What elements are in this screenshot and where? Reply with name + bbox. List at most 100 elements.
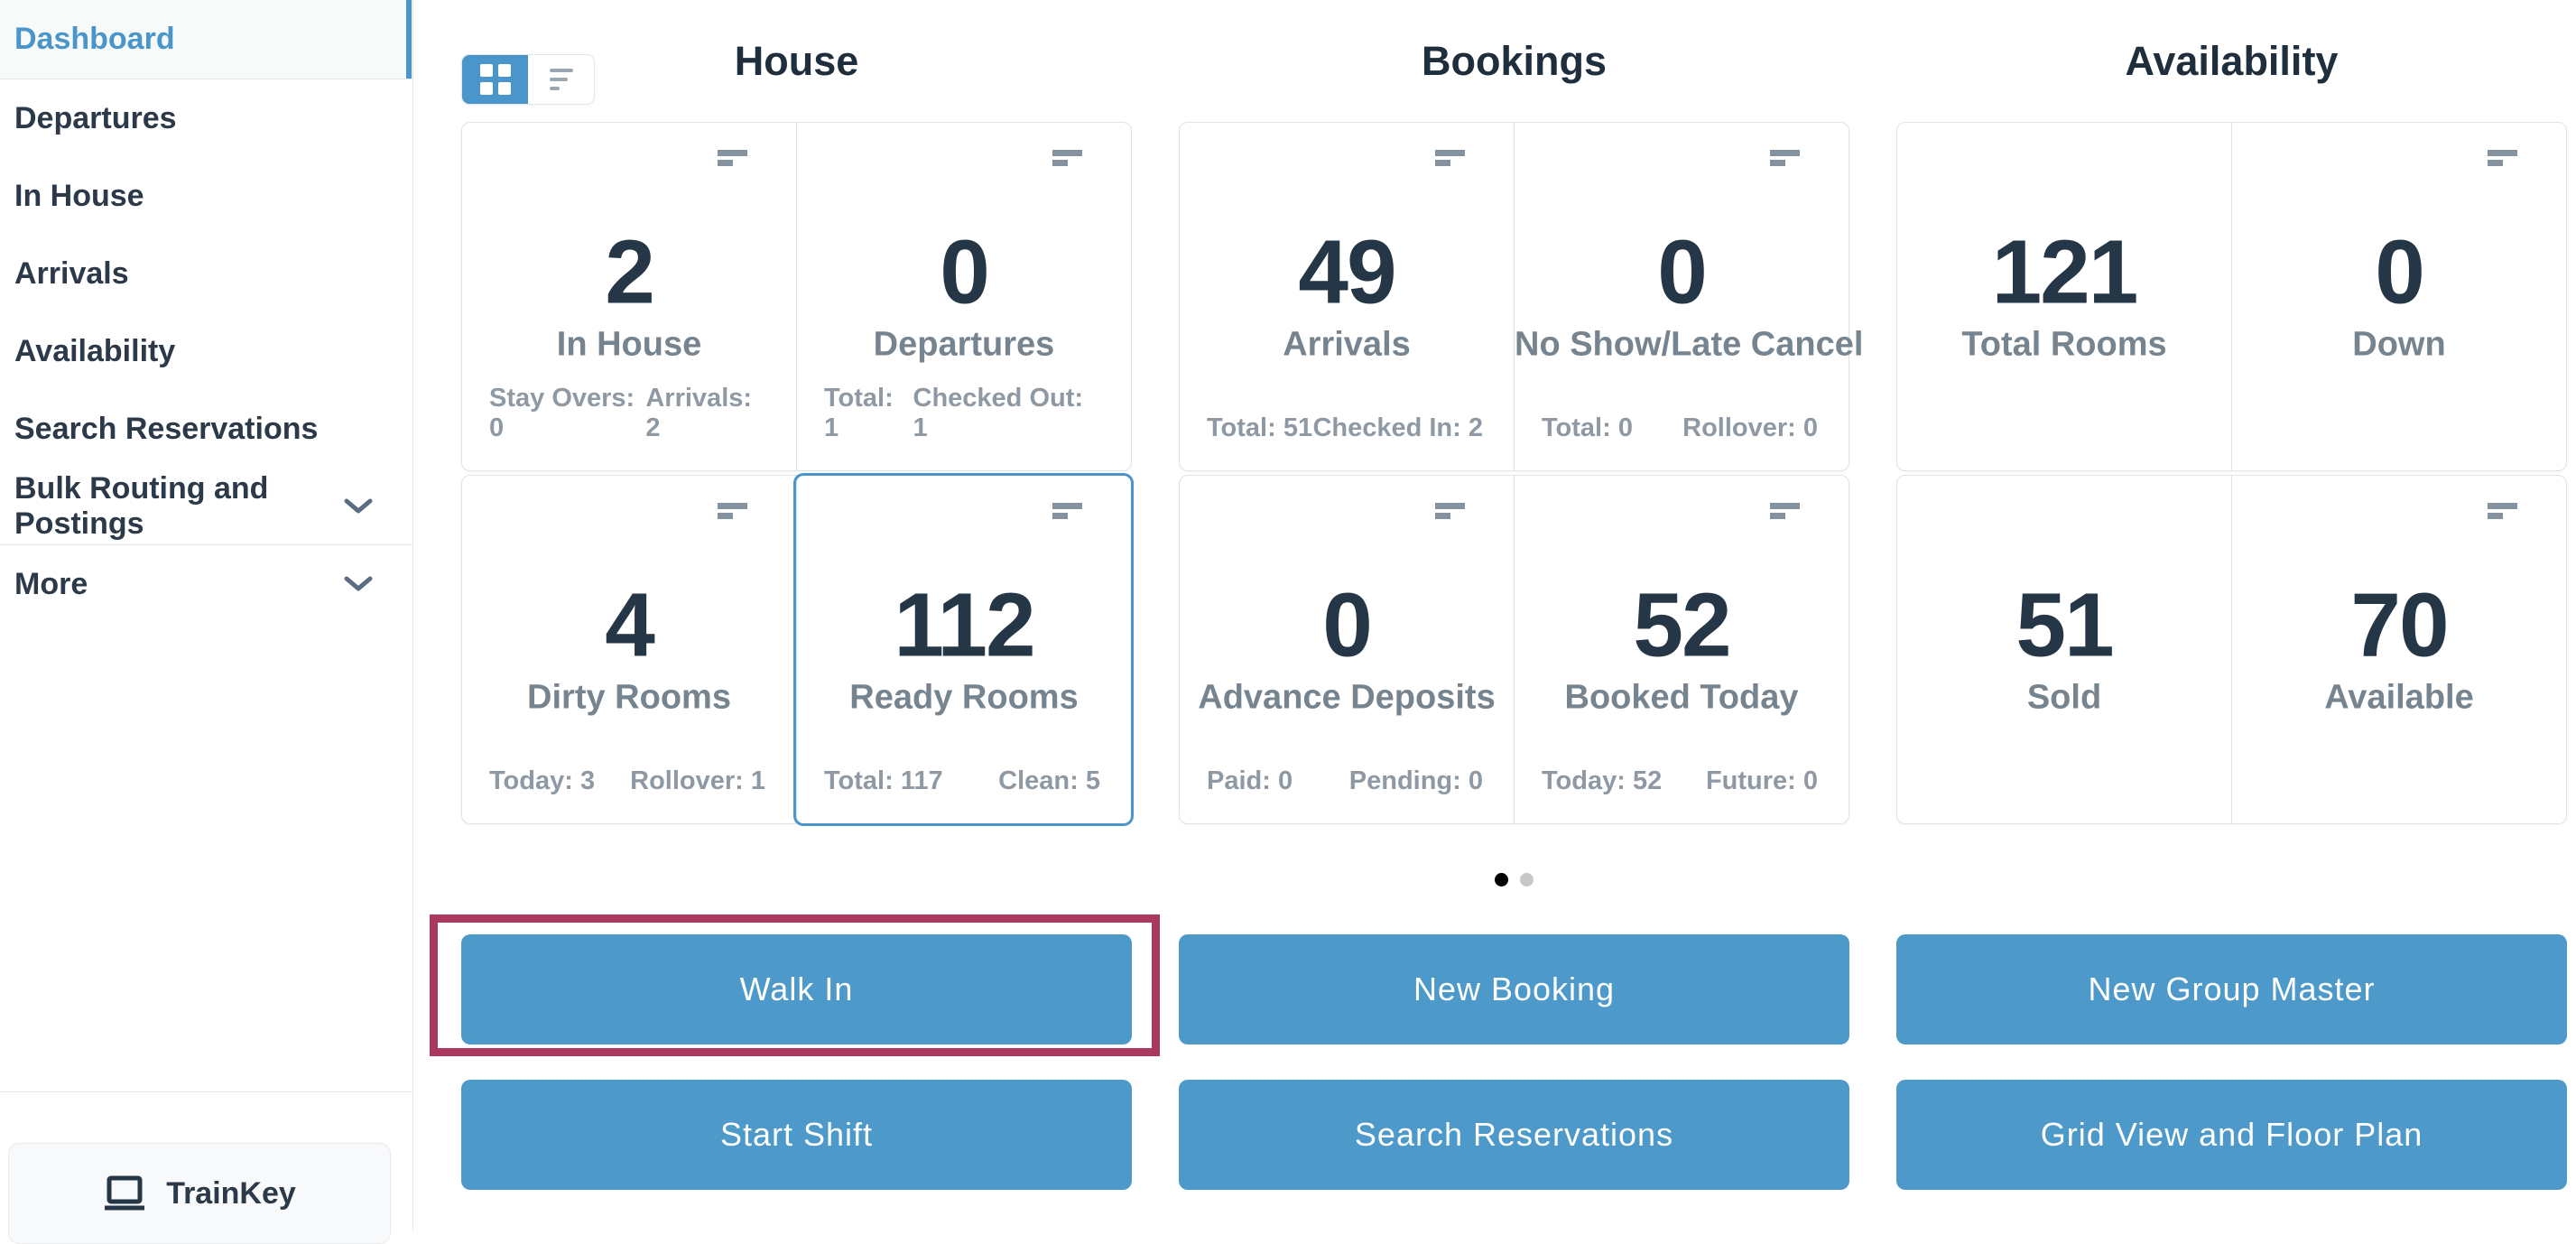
grid-view-icon xyxy=(479,64,511,95)
stat-label: Available xyxy=(2324,678,2474,717)
stat-footer-right: Rollover: 1 xyxy=(630,766,765,795)
stat-footer-left: Stay Overs: 0 xyxy=(489,384,635,442)
sidebar-item-more[interactable]: More xyxy=(0,545,412,623)
stat-footer-left: Total: 117 xyxy=(824,766,943,795)
grid-view-floor-plan-button[interactable]: Grid View and Floor Plan xyxy=(1896,1080,2567,1190)
new-group-master-button[interactable]: New Group Master xyxy=(1896,934,2567,1044)
card-row: 2 In House Stay Overs: 0 Arrivals: 2 0 D… xyxy=(461,122,1132,471)
stat-label: Ready Rooms xyxy=(849,678,1079,717)
stat-footer-left: Total: 51 xyxy=(1207,413,1313,442)
stat-footer-right: Checked Out: 1 xyxy=(913,384,1084,442)
card-row: 51 Sold 70 Available xyxy=(1896,475,2567,824)
stat-card-sold[interactable]: 51 Sold xyxy=(1897,476,2231,823)
card-menu-icon[interactable] xyxy=(1052,150,1082,166)
section-house: 2 In House Stay Overs: 0 Arrivals: 2 0 D… xyxy=(461,122,1132,824)
sidebar-item-label: Dashboard xyxy=(14,22,175,56)
stat-footer-left: Total: 1 xyxy=(824,384,894,442)
stat-footer-right: Pending: 0 xyxy=(1348,766,1483,795)
stat-sections: 2 In House Stay Overs: 0 Arrivals: 2 0 D… xyxy=(461,122,2567,824)
card-menu-icon[interactable] xyxy=(1770,503,1800,519)
section-bookings: 49 Arrivals Total: 51 Checked In: 2 0 No… xyxy=(1179,122,1864,824)
stat-card-available[interactable]: 70 Available xyxy=(2231,476,2566,823)
chevron-down-icon xyxy=(344,576,373,591)
search-reservations-button[interactable]: Search Reservations xyxy=(1179,1080,1849,1190)
stat-label: Arrivals xyxy=(1283,325,1411,364)
sidebar-item-label: Availability xyxy=(14,333,176,368)
sidebar-item-label: Departures xyxy=(14,100,177,135)
sidebar-item-in-house[interactable]: In House xyxy=(0,157,412,235)
card-menu-icon[interactable] xyxy=(718,150,747,166)
stat-footer-left: Total: 0 xyxy=(1542,413,1633,442)
sidebar-item-label: Bulk Routing and Postings xyxy=(14,470,269,541)
carousel-dot-2[interactable] xyxy=(1520,873,1534,887)
stat-label: Sold xyxy=(2026,678,2102,717)
sidebar-item-search-reservations[interactable]: Search Reservations xyxy=(0,390,412,468)
sidebar: Dashboard Departures In House Arrivals A… xyxy=(0,0,413,1244)
card-menu-icon[interactable] xyxy=(1770,150,1800,166)
stat-value: 4 xyxy=(605,574,655,676)
card-row: 4 Dirty Rooms Today: 3 Rollover: 1 112 R… xyxy=(461,475,1132,824)
stat-card-advance-deposits[interactable]: 0 Advance Deposits Paid: 0 Pending: 0 xyxy=(1180,476,1514,823)
section-availability: 121 Total Rooms 0 Down 51 Sold 70 Availa xyxy=(1896,122,2567,824)
stat-value: 70 xyxy=(2350,574,2449,676)
main-content: House Bookings Availability 2 In House xyxy=(430,0,2567,1231)
stat-footer-right: Future: 0 xyxy=(1705,766,1818,795)
sidebar-item-label: In House xyxy=(14,178,144,213)
card-menu-icon[interactable] xyxy=(1435,150,1465,166)
stat-card-no-show-late-cancel[interactable]: 0 No Show/Late Cancel Total: 0 Rollover:… xyxy=(1514,123,1864,470)
stat-value: 0 xyxy=(1322,574,1373,676)
stat-card-arrivals[interactable]: 49 Arrivals Total: 51 Checked In: 2 xyxy=(1180,123,1514,470)
sidebar-item-arrivals[interactable]: Arrivals xyxy=(0,235,412,312)
stat-footer-right: Rollover: 0 xyxy=(1682,413,1818,442)
stat-label: Total Rooms xyxy=(1961,325,2167,364)
stat-value: 52 xyxy=(1633,574,1731,676)
trainkey-button[interactable]: TrainKey xyxy=(8,1143,391,1244)
card-menu-icon[interactable] xyxy=(718,503,747,519)
stat-label: Dirty Rooms xyxy=(527,678,731,717)
list-view-icon xyxy=(549,69,573,90)
laptop-icon xyxy=(105,1175,145,1211)
card-menu-icon[interactable] xyxy=(2488,503,2517,519)
sidebar-item-dashboard[interactable]: Dashboard xyxy=(0,0,412,79)
stat-footer-left: Today: 52 xyxy=(1542,766,1663,795)
stat-value: 0 xyxy=(940,221,990,323)
walk-in-wrap: Walk In xyxy=(430,914,1160,1056)
sections-header: House Bookings Availability xyxy=(461,0,2567,122)
stat-label: Advance Deposits xyxy=(1198,678,1496,717)
stat-card-booked-today[interactable]: 52 Booked Today Today: 52 Future: 0 xyxy=(1514,476,1849,823)
sidebar-item-bulk-routing-and-postings[interactable]: Bulk Routing and Postings xyxy=(0,468,412,545)
walk-in-button[interactable]: Walk In xyxy=(461,934,1132,1044)
card-menu-icon[interactable] xyxy=(1052,503,1082,519)
stat-footer-right: Arrivals: 2 xyxy=(645,384,753,442)
card-row: 121 Total Rooms 0 Down xyxy=(1896,122,2567,471)
stat-card-dirty-rooms[interactable]: 4 Dirty Rooms Today: 3 Rollover: 1 xyxy=(462,476,796,823)
stat-value: 112 xyxy=(894,574,1035,676)
grid-view-button[interactable] xyxy=(462,55,528,104)
stat-card-down[interactable]: 0 Down xyxy=(2231,123,2566,470)
stat-card-total-rooms[interactable]: 121 Total Rooms xyxy=(1897,123,2231,470)
stat-label: In House xyxy=(556,325,702,364)
start-shift-button[interactable]: Start Shift xyxy=(461,1080,1132,1190)
stat-value: 2 xyxy=(605,221,655,323)
stat-card-ready-rooms[interactable]: 112 Ready Rooms Total: 117 Clean: 5 xyxy=(796,476,1131,823)
section-title-house: House xyxy=(734,37,859,84)
sidebar-item-departures[interactable]: Departures xyxy=(0,79,412,157)
actions-row-1: Walk In New Booking New Group Master xyxy=(430,914,2567,1056)
carousel-dot-1[interactable] xyxy=(1495,873,1508,887)
stat-label: Departures xyxy=(873,325,1055,364)
stat-card-in-house[interactable]: 2 In House Stay Overs: 0 Arrivals: 2 xyxy=(462,123,796,470)
carousel-dots xyxy=(1179,873,1849,887)
stat-value: 49 xyxy=(1298,221,1396,323)
new-booking-button[interactable]: New Booking xyxy=(1179,934,1849,1044)
stat-card-departures[interactable]: 0 Departures Total: 1 Checked Out: 1 xyxy=(796,123,1131,470)
stat-value: 51 xyxy=(2015,574,2114,676)
stat-label: No Show/Late Cancel xyxy=(1515,325,1864,364)
list-view-button[interactable] xyxy=(528,55,594,104)
card-menu-icon[interactable] xyxy=(2488,150,2517,166)
sidebar-scrollbar-thumb[interactable] xyxy=(406,0,412,79)
card-row: 49 Arrivals Total: 51 Checked In: 2 0 No… xyxy=(1179,122,1864,471)
trainkey-label: TrainKey xyxy=(166,1175,296,1211)
card-menu-icon[interactable] xyxy=(1435,503,1465,519)
sidebar-item-availability[interactable]: Availability xyxy=(0,312,412,390)
sidebar-item-label: Arrivals xyxy=(14,255,129,291)
